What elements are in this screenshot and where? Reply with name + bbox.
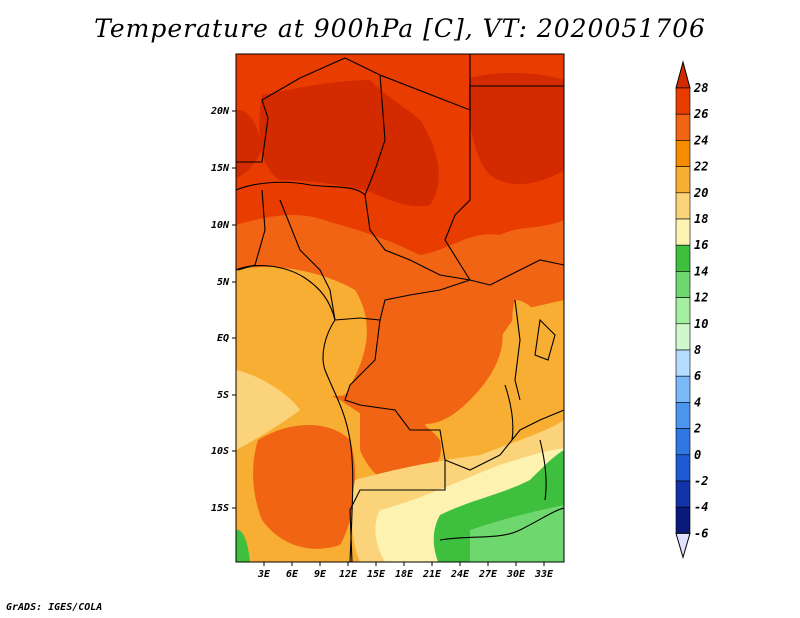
colorbar-top-arrow [675, 60, 691, 89]
longitude-labels: 3E 6E 9E 12E 15E 18E 21E 24E 27E 30E 33E [257, 569, 554, 580]
colorbar-box [675, 428, 691, 456]
field-24-angola [253, 425, 356, 549]
border-sahara [236, 54, 471, 163]
colorbar-label: 16 [694, 238, 708, 252]
lon-label: 24E [450, 569, 470, 580]
lat-label: 5N [217, 277, 230, 288]
lon-label: 9E [314, 569, 327, 580]
colorbar-bottom-arrow [675, 532, 691, 560]
colorbar-box [675, 323, 691, 351]
lon-label: 6E [286, 569, 299, 580]
border-angola-namibia [349, 460, 446, 562]
lat-label: 15S [211, 503, 229, 514]
field-28-east [468, 72, 564, 185]
lat-label: 10N [211, 220, 230, 231]
colorbar-box [675, 506, 691, 534]
lon-label: 12E [339, 569, 358, 580]
lon-label: 33E [534, 569, 554, 580]
map-frame [235, 53, 565, 563]
border-niger-nigeria [236, 181, 366, 196]
field-20-coast [236, 370, 300, 450]
lat-label: EQ [217, 333, 229, 344]
colorbar-label: 18 [694, 212, 708, 226]
colorbar-box [675, 113, 691, 141]
lake-malawi [539, 439, 547, 501]
border-benin [237, 189, 266, 271]
colorbar-box [675, 87, 691, 115]
colorbar-box [675, 480, 691, 508]
colorbar-label: 10 [694, 317, 708, 331]
border-libya-egypt [469, 85, 564, 110]
field-24-congo [388, 296, 503, 424]
border-south-sudan [489, 259, 564, 286]
lon-label: 3E [257, 569, 271, 580]
lon-label: 21E [422, 569, 442, 580]
colorbar-label: -4 [694, 500, 708, 514]
temperature-field [236, 54, 564, 562]
coastline-atlantic [236, 265, 354, 562]
lon-label: 27E [478, 569, 498, 580]
colorbar-box [675, 271, 691, 298]
border-car [334, 279, 471, 321]
latitude-labels: 20N 15N 10N 5N EQ 5S 10S 15S [210, 106, 230, 514]
border-zambezi [439, 507, 564, 541]
colorbar-label: -6 [694, 526, 708, 540]
colorbar-label: 14 [694, 264, 708, 278]
axis-ticks [232, 110, 545, 566]
colorbar-label: 26 [693, 107, 708, 121]
lon-label: 30E [506, 569, 526, 580]
colorbar-label: 28 [693, 81, 708, 95]
field-28-west [236, 109, 262, 178]
colorbar-label: 20 [693, 186, 708, 200]
field-28-north [259, 80, 439, 207]
country-borders [236, 54, 564, 562]
border-sudan [444, 110, 471, 281]
field-22-west [236, 266, 367, 397]
colorbar-label: 22 [693, 160, 708, 174]
colorbar-label: 8 [694, 343, 701, 357]
colorbar-box [675, 402, 691, 429]
lon-label: 15E [367, 569, 386, 580]
colorbar-box [675, 454, 691, 482]
colorbar-label: 4 [694, 395, 701, 409]
lon-label: 18E [395, 569, 414, 580]
colorbar-box [675, 166, 691, 194]
lake-victoria [534, 318, 556, 361]
lat-label: 5S [217, 390, 229, 401]
lat-label: 15N [211, 163, 230, 174]
border-congo [344, 319, 381, 406]
colorbar-label: 24 [693, 133, 708, 147]
colorbar-label: -2 [694, 474, 708, 488]
colorbar-box [675, 297, 691, 325]
border-drc-angola [359, 404, 501, 471]
colorbar-box [675, 349, 691, 377]
border-nigeria-cameroon [279, 199, 336, 321]
lat-label: 20N [210, 106, 230, 117]
border-great-lakes [514, 299, 521, 401]
border-zambia-tanzania [499, 409, 564, 456]
colorbar-label: 6 [694, 369, 701, 383]
colorbar-box [675, 192, 691, 220]
field-22-highlands [512, 300, 548, 364]
field-14-south-west [236, 529, 250, 562]
grads-credit: GrADS: IGES/COLA [6, 602, 103, 613]
map-title: Temperature at 900hPa [C], VT: 202005170… [94, 14, 706, 43]
colorbar-box [675, 218, 691, 246]
colorbar-box [675, 244, 691, 272]
colorbar-box [675, 375, 691, 403]
colorbar-label: 12 [694, 291, 708, 305]
lat-label: 10S [211, 446, 229, 457]
colorbar-label: 0 [694, 448, 701, 462]
border-chad [364, 74, 491, 286]
colorbar-box [675, 140, 691, 167]
colorbar-label: 2 [693, 422, 701, 436]
lake-tanganyika [504, 384, 514, 441]
